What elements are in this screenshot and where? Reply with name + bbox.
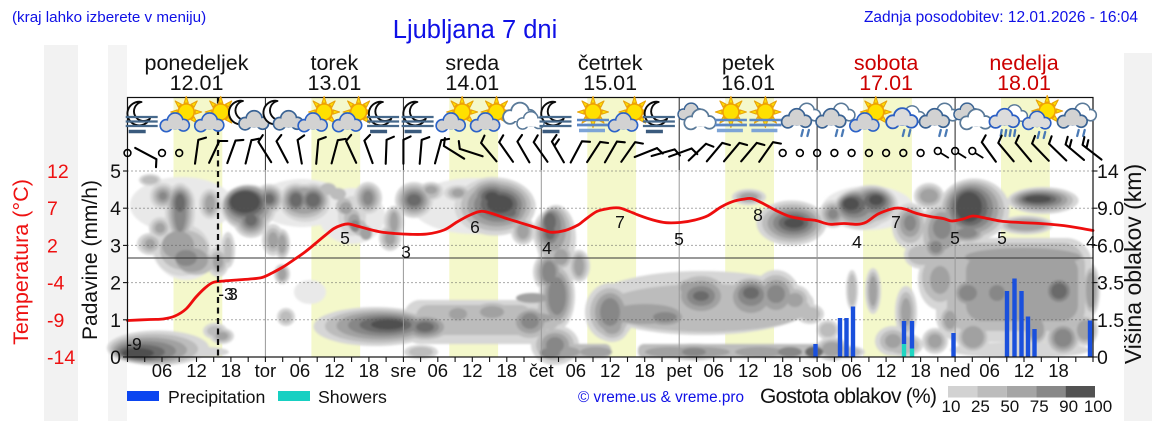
svg-text:5: 5 <box>674 229 684 249</box>
svg-text:18: 18 <box>497 360 518 381</box>
svg-text:-3: -3 <box>218 284 234 304</box>
svg-text:5: 5 <box>997 228 1007 248</box>
svg-text:18.01: 18.01 <box>997 71 1051 95</box>
svg-text:7: 7 <box>47 198 58 220</box>
svg-text:75: 75 <box>1030 397 1049 416</box>
svg-text:Showers: Showers <box>318 387 387 407</box>
svg-text:3: 3 <box>110 235 121 257</box>
svg-text:-9: -9 <box>47 310 64 332</box>
svg-text:10: 10 <box>942 397 961 416</box>
svg-text:06: 06 <box>979 360 1000 381</box>
svg-text:12: 12 <box>1014 360 1035 381</box>
svg-text:5: 5 <box>340 228 350 248</box>
svg-text:90: 90 <box>1059 397 1078 416</box>
svg-text:12: 12 <box>876 360 897 381</box>
svg-text:6: 6 <box>470 217 480 237</box>
svg-text:© vreme.us & vreme.pro: © vreme.us & vreme.pro <box>578 389 744 406</box>
svg-text:5: 5 <box>950 228 960 248</box>
svg-text:8: 8 <box>753 205 763 225</box>
svg-text:06: 06 <box>566 360 587 381</box>
svg-text:12: 12 <box>462 360 483 381</box>
svg-text:18: 18 <box>359 360 380 381</box>
svg-text:četrtek: četrtek <box>578 51 643 75</box>
svg-text:6.0: 6.0 <box>1097 235 1124 257</box>
svg-text:15.01: 15.01 <box>583 71 637 95</box>
svg-text:06: 06 <box>703 360 724 381</box>
svg-text:18: 18 <box>772 360 793 381</box>
svg-text:(kraj lahko izberete v meniju): (kraj lahko izberete v meniju) <box>12 9 206 26</box>
svg-text:sobota: sobota <box>854 51 919 75</box>
svg-text:17.01: 17.01 <box>859 71 913 95</box>
svg-text:3: 3 <box>228 284 238 304</box>
svg-text:0: 0 <box>1097 347 1108 369</box>
svg-text:petek: petek <box>722 51 775 75</box>
svg-text:12: 12 <box>47 161 69 183</box>
svg-text:4: 4 <box>1086 232 1096 252</box>
svg-text:čet: čet <box>529 360 554 381</box>
svg-text:3.5: 3.5 <box>1097 273 1124 295</box>
svg-text:18: 18 <box>221 360 242 381</box>
svg-text:7: 7 <box>615 212 625 232</box>
svg-text:18: 18 <box>910 360 931 381</box>
svg-text:sreda: sreda <box>445 51 499 75</box>
svg-text:5: 5 <box>110 161 121 183</box>
svg-text:3: 3 <box>401 242 411 262</box>
svg-text:Gostota oblakov (%): Gostota oblakov (%) <box>760 385 937 408</box>
svg-text:-14: -14 <box>47 347 75 369</box>
svg-text:Temperatura (°C): Temperatura (°C) <box>8 179 33 345</box>
svg-text:16.01: 16.01 <box>721 71 775 95</box>
svg-text:06: 06 <box>152 360 173 381</box>
svg-text:-4: -4 <box>47 273 64 295</box>
svg-text:0: 0 <box>110 347 121 369</box>
svg-text:12: 12 <box>324 360 345 381</box>
svg-text:14: 14 <box>1097 161 1119 183</box>
svg-text:tor: tor <box>255 360 277 381</box>
svg-text:2: 2 <box>47 235 58 257</box>
svg-text:4: 4 <box>852 232 862 252</box>
svg-text:06: 06 <box>841 360 862 381</box>
svg-text:4: 4 <box>110 198 121 220</box>
svg-text:7: 7 <box>891 212 901 232</box>
svg-text:18: 18 <box>634 360 655 381</box>
svg-text:Ljubljana 7 dni: Ljubljana 7 dni <box>393 16 557 44</box>
svg-text:1: 1 <box>110 310 121 332</box>
svg-text:torek: torek <box>310 51 358 75</box>
svg-text:100: 100 <box>1084 397 1112 416</box>
svg-text:12.01: 12.01 <box>170 71 224 95</box>
svg-text:06: 06 <box>428 360 449 381</box>
svg-text:sre: sre <box>391 360 417 381</box>
svg-text:12: 12 <box>600 360 621 381</box>
svg-text:ned: ned <box>940 360 971 381</box>
svg-text:sob: sob <box>802 360 832 381</box>
svg-text:nedelja: nedelja <box>989 51 1058 75</box>
svg-text:9.0: 9.0 <box>1097 198 1124 220</box>
svg-text:1.5: 1.5 <box>1097 310 1124 332</box>
svg-text:4: 4 <box>542 238 552 258</box>
svg-text:25: 25 <box>971 397 990 416</box>
svg-text:12: 12 <box>738 360 759 381</box>
svg-text:06: 06 <box>290 360 311 381</box>
svg-text:14.01: 14.01 <box>445 71 499 95</box>
svg-text:18: 18 <box>1048 360 1069 381</box>
svg-text:Padavine (mm/h): Padavine (mm/h) <box>79 180 102 340</box>
svg-text:2: 2 <box>110 273 121 295</box>
svg-text:50: 50 <box>1000 397 1019 416</box>
svg-text:12: 12 <box>186 360 207 381</box>
svg-text:Zadnja posodobitev: 12.01.2026: Zadnja posodobitev: 12.01.2026 - 16:04 <box>864 9 1138 26</box>
svg-text:ponedeljek: ponedeljek <box>144 51 248 75</box>
svg-text:Višina oblakov (km): Višina oblakov (km) <box>1120 164 1146 364</box>
svg-text:Precipitation: Precipitation <box>168 387 265 407</box>
svg-text:13.01: 13.01 <box>307 71 361 95</box>
svg-text:pet: pet <box>666 360 692 381</box>
svg-text:-9: -9 <box>126 334 142 354</box>
